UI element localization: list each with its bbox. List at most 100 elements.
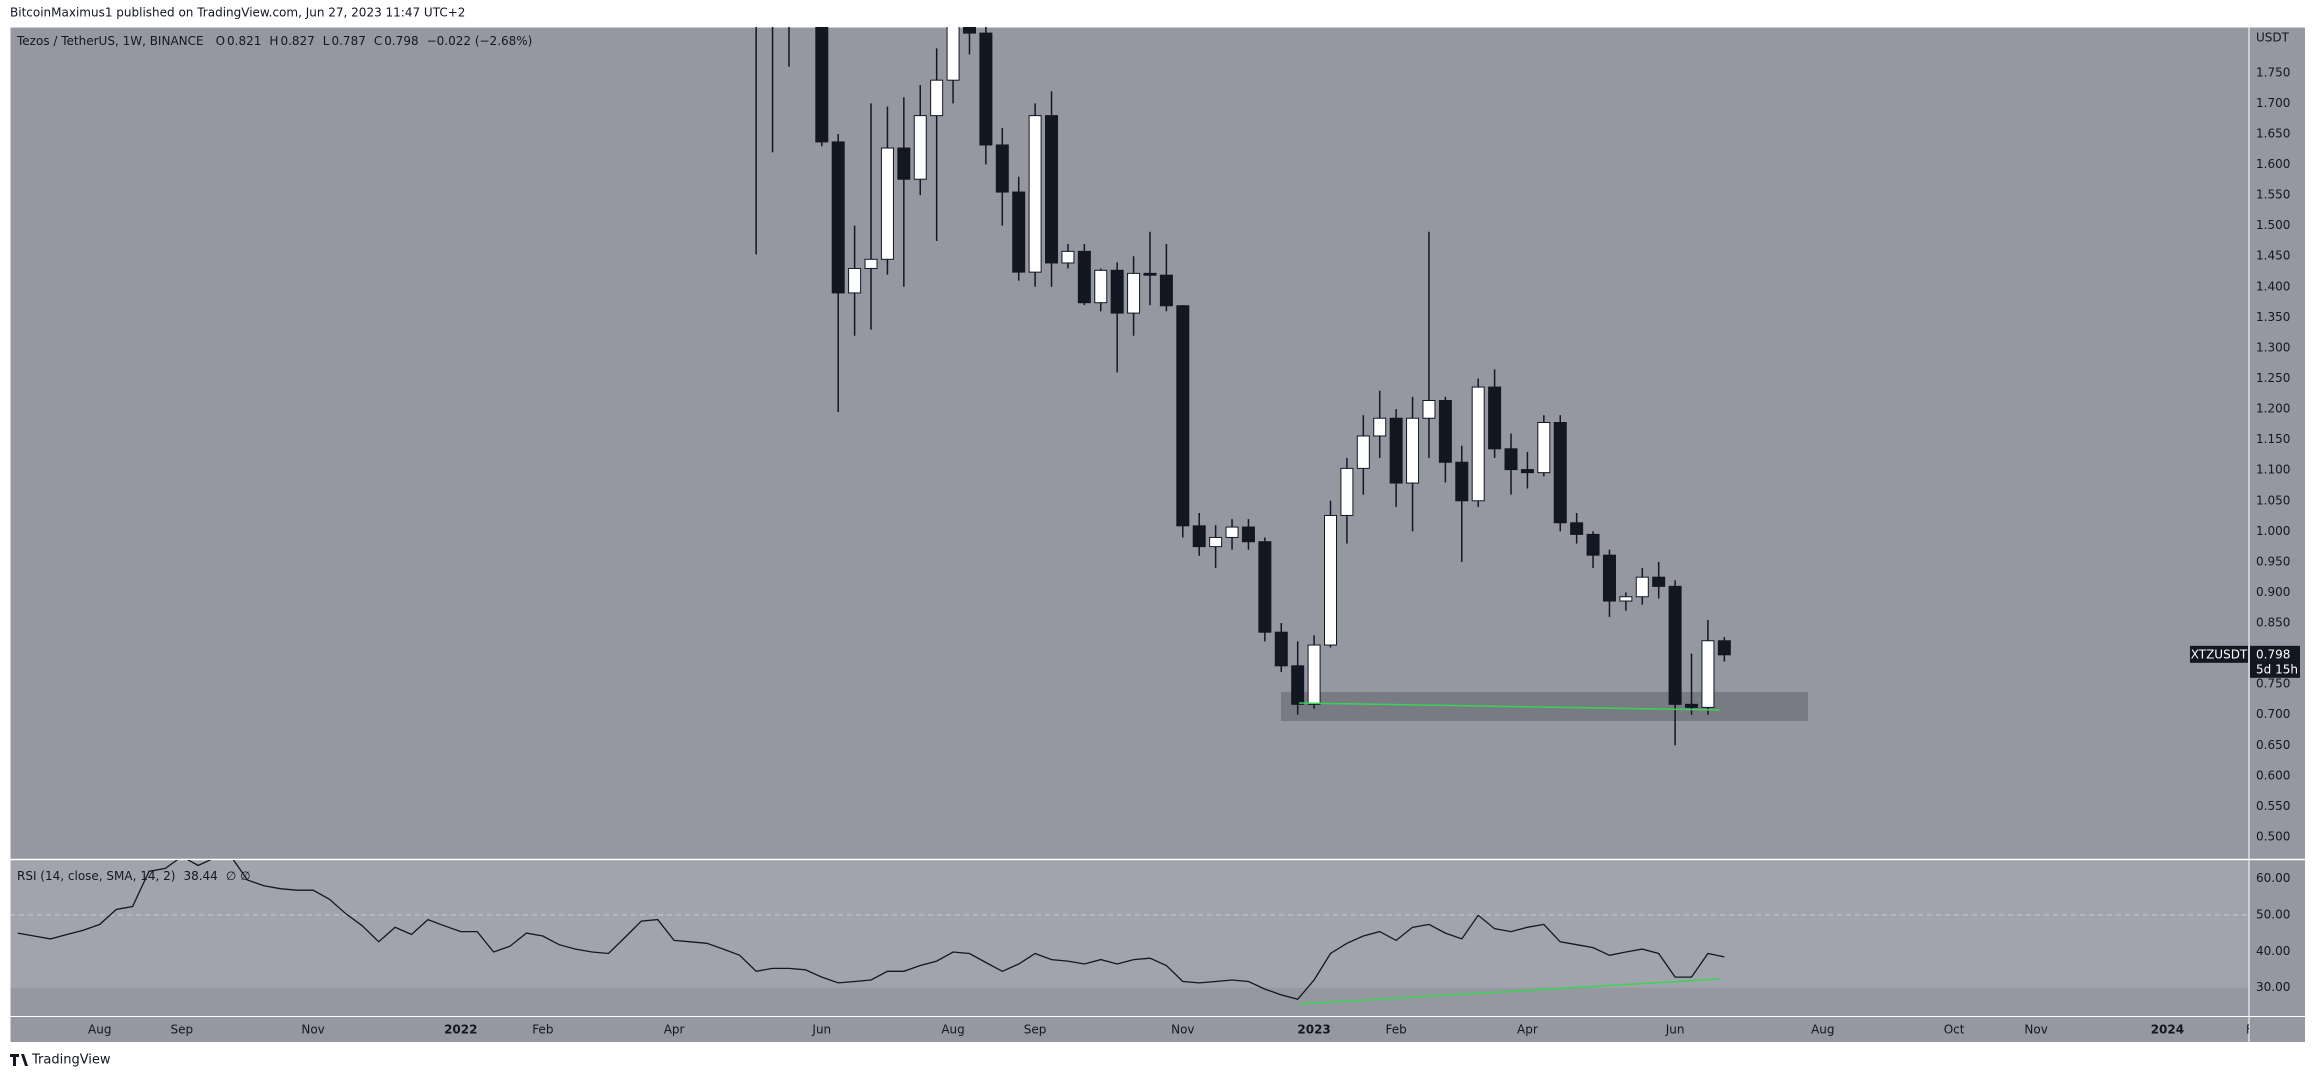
- y-tick-label: 0.650: [2256, 738, 2290, 752]
- candle-body: [979, 32, 993, 146]
- candle-body: [1241, 526, 1255, 543]
- x-tick-label: Aug: [88, 1023, 111, 1037]
- candle-body: [1340, 467, 1354, 516]
- rsi-legend: RSI (14, close, SMA, 14, 2) 38.44 ∅ ∅: [17, 869, 251, 883]
- rsi-title: RSI (14, close, SMA, 14, 2): [17, 869, 175, 883]
- logo-icon: [10, 1054, 28, 1066]
- x-tick-label: Apr: [664, 1023, 685, 1037]
- y-tick-label: 1.000: [2256, 524, 2290, 538]
- candle-body: [1471, 386, 1485, 502]
- ohlc-letter: C: [374, 34, 382, 48]
- candle-body: [1356, 435, 1370, 469]
- candle-body: [1274, 631, 1288, 667]
- chart-background: [10, 27, 2305, 1042]
- x-tick-label: F: [2246, 1023, 2253, 1037]
- change-value: −0.022 (−2.68%): [427, 34, 533, 48]
- y-tick-label: 50.00: [2256, 907, 2290, 921]
- footer-logo: [10, 1054, 28, 1066]
- candle-body: [1520, 469, 1534, 474]
- x-tick-label: Aug: [1811, 1023, 1834, 1037]
- y-tick-label: 1.250: [2256, 371, 2290, 385]
- candle-body: [1373, 417, 1387, 437]
- x-tick-label: Sep: [170, 1023, 193, 1037]
- candle-body: [1110, 269, 1124, 314]
- legends: Tezos / TetherUS, 1W, BINANCE O 0.821 H 0.82…: [16, 34, 532, 883]
- y-tick-label: 1.150: [2256, 432, 2290, 446]
- x-tick-label: Apr: [1517, 1023, 1538, 1037]
- candle-body: [1586, 533, 1600, 556]
- x-tick-label: Feb: [1386, 1023, 1407, 1037]
- candle-body: [880, 147, 894, 260]
- rsi-value: 38.44: [183, 869, 217, 883]
- rsi-na: ∅ ∅: [226, 869, 251, 883]
- y-tick-label: 1.500: [2256, 218, 2290, 232]
- candle-body: [831, 141, 845, 294]
- y-tick-label: 0.750: [2256, 677, 2290, 691]
- ohlc-letter: L: [323, 34, 330, 48]
- y-tick-label: 1.600: [2256, 157, 2290, 171]
- candle-body: [1685, 703, 1699, 708]
- candle-body: [1602, 554, 1616, 602]
- candle-body: [1077, 250, 1091, 304]
- x-tick-label: Oct: [1944, 1023, 1965, 1037]
- x-tick-label: Nov: [301, 1023, 324, 1037]
- trend-line: [1298, 702, 1721, 711]
- publisher-note: BitcoinMaximus1 published on TradingView…: [10, 6, 465, 20]
- y-tick-label: 1.750: [2256, 65, 2290, 79]
- y-tick-label: 60.00: [2256, 871, 2290, 885]
- y-tick-label: 1.400: [2256, 279, 2290, 293]
- symbol-title: Tezos / TetherUS, 1W, BINANCE: [16, 34, 204, 48]
- symbol-tag: [2190, 645, 2248, 663]
- candle-body: [1701, 640, 1715, 708]
- candle-body: [1307, 644, 1321, 705]
- candle-body: [1570, 522, 1584, 535]
- candle-body: [962, 27, 976, 34]
- rsi-panel: [10, 860, 2249, 1001]
- candle-body: [1291, 665, 1305, 705]
- x-tick-label: Feb: [532, 1023, 553, 1037]
- axis-unit: USDT: [2256, 31, 2290, 45]
- ohlc-value: 0.787: [331, 34, 365, 48]
- candle-body: [995, 144, 1009, 193]
- ohlc-letter: O: [216, 34, 225, 48]
- candle-body: [930, 79, 944, 117]
- y-tick-label: 1.200: [2256, 402, 2290, 416]
- candle-body: [1225, 526, 1239, 538]
- candle-body: [1553, 422, 1567, 524]
- candle-body: [1159, 274, 1173, 307]
- x-tick-label: Sep: [1024, 1023, 1047, 1037]
- candle-body: [1209, 536, 1223, 548]
- candle-body: [1455, 461, 1469, 502]
- candle-body: [1652, 576, 1666, 587]
- candle-body: [1406, 417, 1420, 484]
- candle-body: [1192, 525, 1206, 548]
- candle-body: [946, 27, 960, 81]
- drawings: [1298, 702, 1721, 711]
- y-tick-label: 0.600: [2256, 768, 2290, 782]
- candle-body: [1537, 422, 1551, 474]
- rsi-line: [17, 860, 1725, 1001]
- y-tick-label: 1.350: [2256, 310, 2290, 324]
- ohlc-value: 0.821: [227, 34, 261, 48]
- candle-body: [1488, 386, 1502, 450]
- ohlc-value: 0.827: [280, 34, 314, 48]
- axes: 0.5000.5500.6000.6500.7000.7500.8000.850…: [2190, 31, 2300, 994]
- candle-body: [1258, 541, 1272, 633]
- ohlc-value: 0.798: [384, 34, 418, 48]
- x-tick-label: Nov: [2024, 1023, 2047, 1037]
- candle-body: [1668, 585, 1682, 705]
- y-tick-label: 0.950: [2256, 554, 2290, 568]
- x-tick-label: Jun: [811, 1023, 831, 1037]
- countdown-label: 5d 15h: [2256, 662, 2298, 676]
- y-tick-label: 1.300: [2256, 340, 2290, 354]
- candle-body: [1176, 305, 1190, 527]
- rsi-band: [10, 860, 2249, 988]
- x-tick-label: Jun: [1665, 1023, 1685, 1037]
- candle-body: [1045, 115, 1059, 264]
- y-tick-label: 0.900: [2256, 585, 2290, 599]
- candle-body: [1324, 514, 1337, 646]
- y-tick-label: 1.050: [2256, 493, 2290, 507]
- y-tick-label: 1.550: [2256, 188, 2290, 202]
